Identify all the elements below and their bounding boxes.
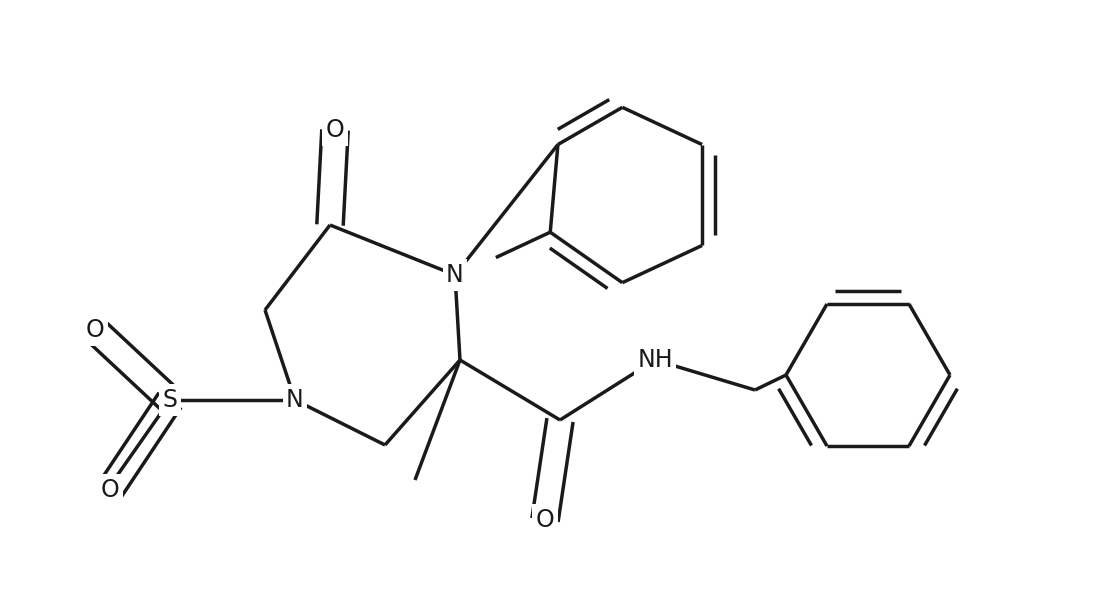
Text: S: S [162, 388, 177, 412]
Text: O: O [536, 508, 554, 532]
Text: O: O [100, 478, 119, 502]
Text: O: O [325, 118, 344, 142]
Text: O: O [86, 318, 105, 342]
Text: NH: NH [637, 348, 673, 372]
Text: N: N [446, 263, 464, 287]
Text: N: N [287, 388, 304, 412]
